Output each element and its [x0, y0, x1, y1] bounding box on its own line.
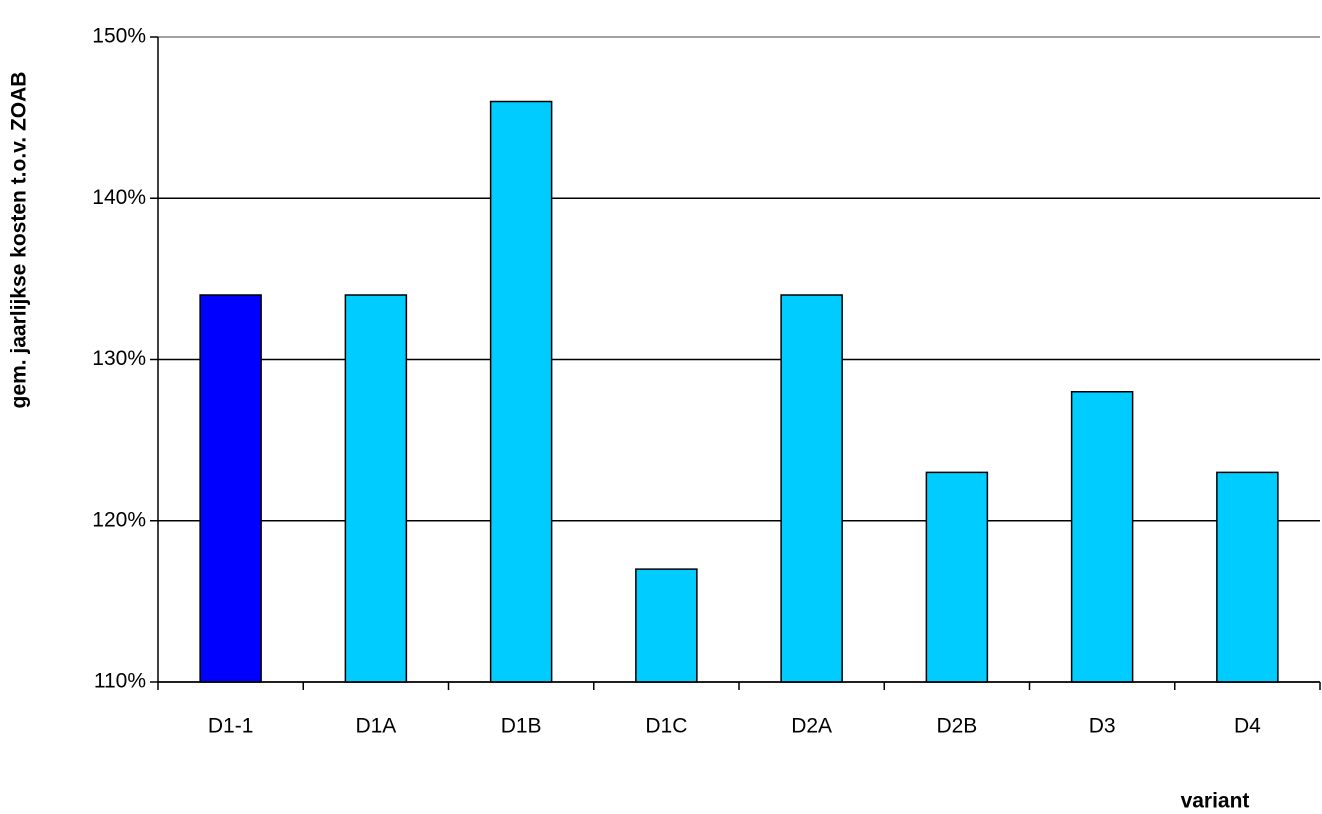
x-tick-label: D1C: [645, 715, 687, 738]
bar: [780, 294, 843, 683]
x-axis-label: variant: [1181, 790, 1250, 813]
y-tick-label: 140%: [92, 186, 146, 209]
x-tick-label: D1-1: [208, 715, 254, 738]
y-tick-label: 110%: [94, 670, 146, 693]
y-tick-label: 150%: [92, 25, 146, 48]
bar: [199, 294, 262, 683]
y-tick-label: 130%: [92, 347, 146, 370]
x-tick-label: D3: [1089, 715, 1116, 738]
x-tick-label: D2A: [791, 715, 832, 738]
x-tick-label: D1B: [501, 715, 542, 738]
bar: [1070, 391, 1134, 683]
x-tick-label: D2B: [936, 715, 977, 738]
x-tick-label: D1A: [355, 715, 396, 738]
bar: [344, 294, 408, 683]
bar: [1216, 471, 1279, 683]
x-tick-label: D4: [1234, 715, 1261, 738]
y-axis-label: gem. jaarlijkse kosten t.o.v. ZOAB: [8, 72, 31, 409]
bar: [925, 471, 989, 683]
y-tick-label: 120%: [92, 508, 146, 531]
bar: [489, 100, 553, 683]
bar: [635, 568, 698, 683]
